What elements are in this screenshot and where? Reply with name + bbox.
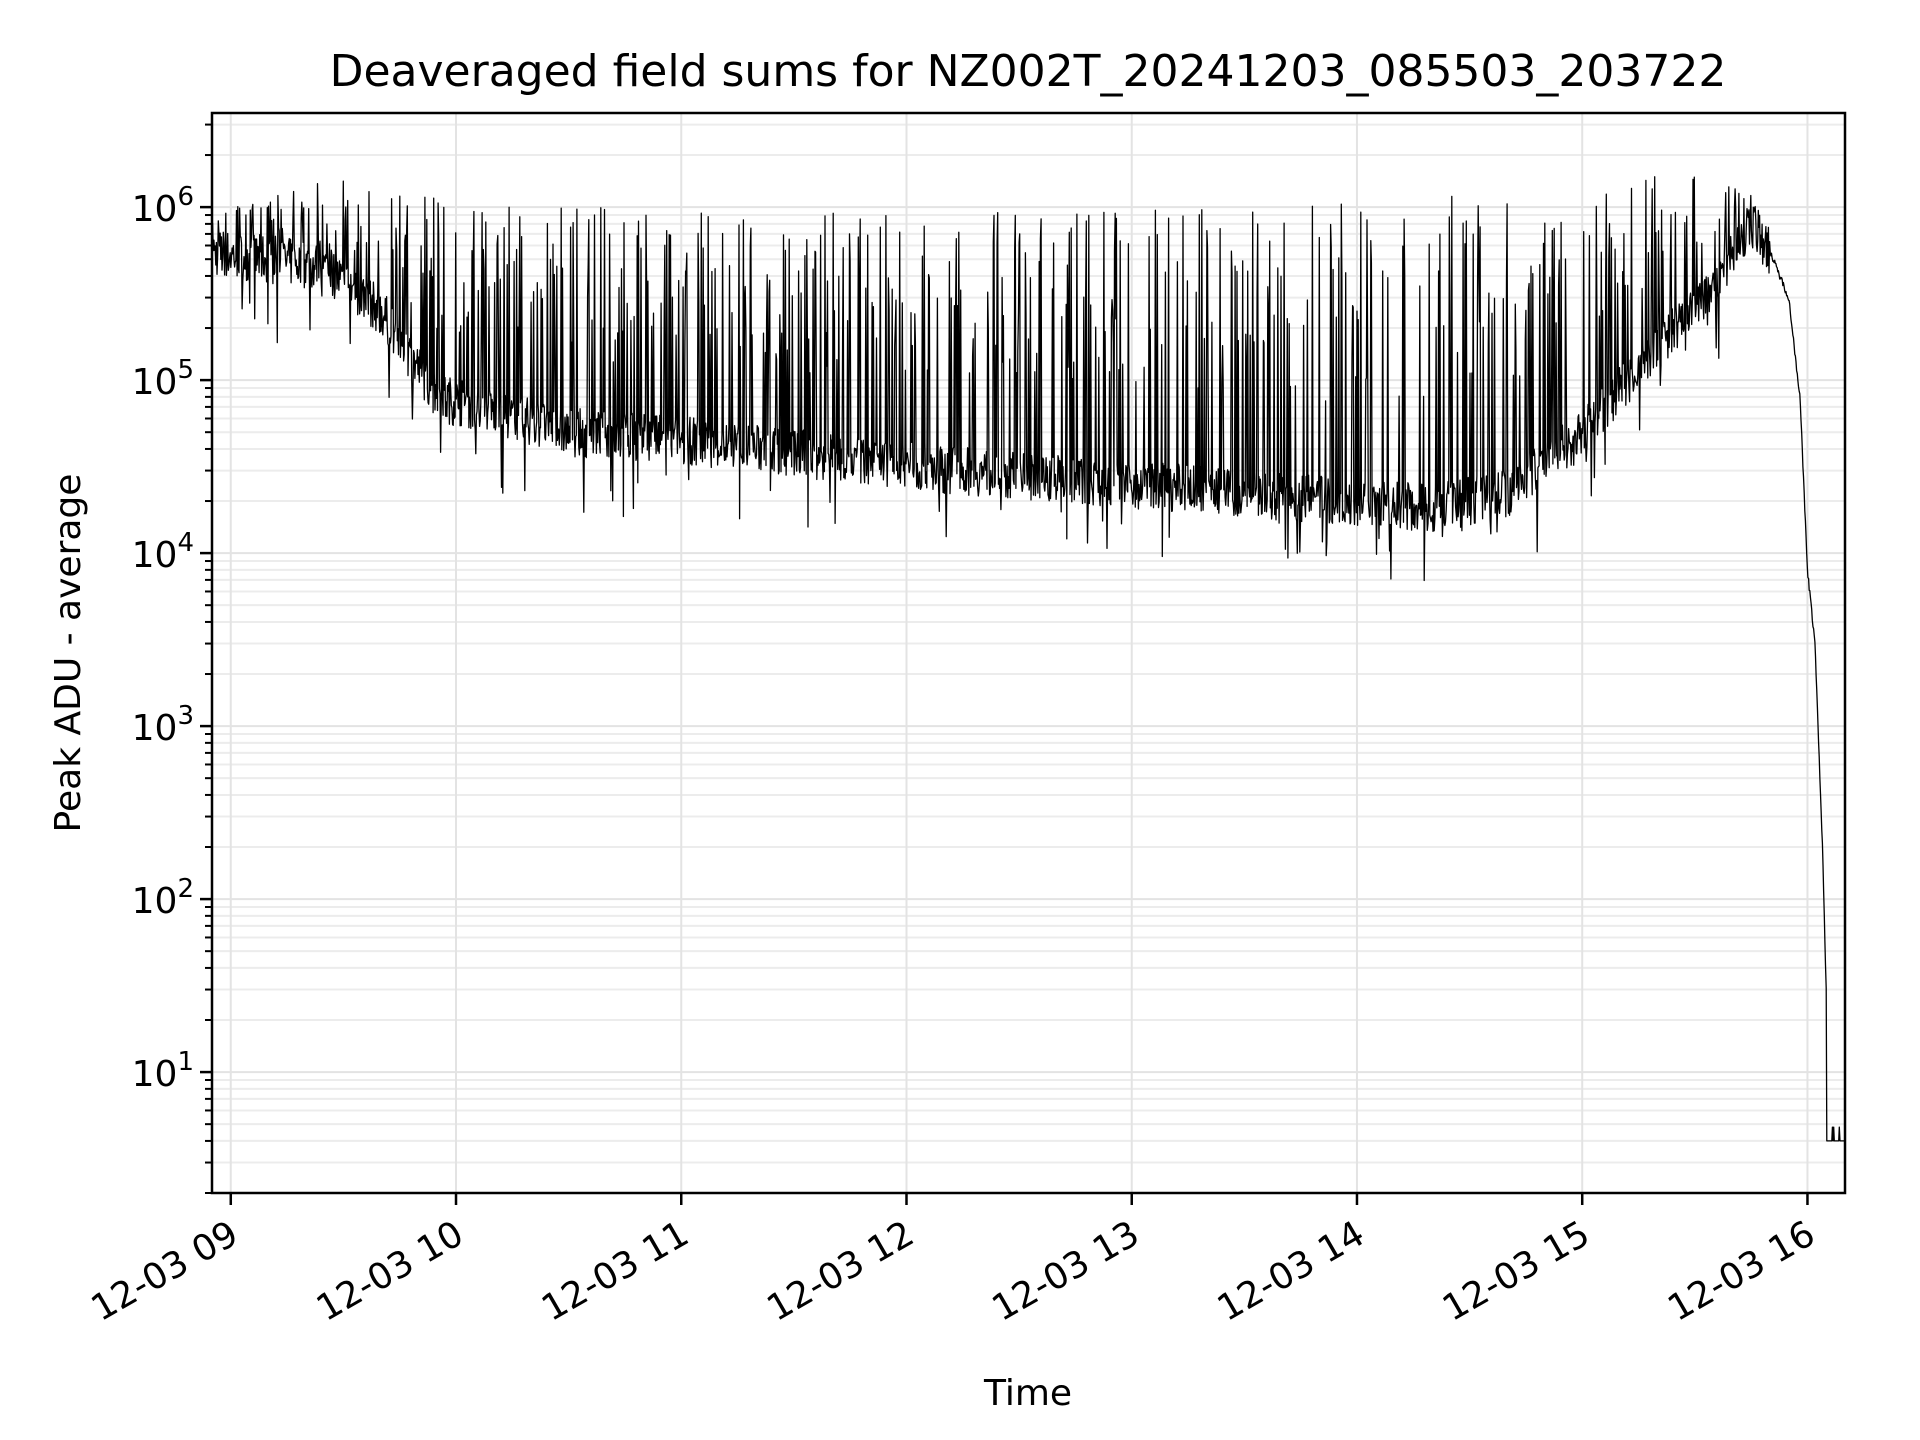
y-tick-label: 102 bbox=[132, 874, 194, 922]
y-tick-label: 103 bbox=[132, 701, 194, 749]
plot-frame bbox=[210, 111, 1847, 1195]
series-layer bbox=[211, 176, 1846, 1142]
y-tick-label: 101 bbox=[132, 1047, 194, 1095]
series-line bbox=[211, 176, 1846, 1142]
chart-title: Deaveraged field sums for NZ002T_2024120… bbox=[330, 46, 1727, 97]
y-tick-label: 105 bbox=[132, 355, 194, 403]
x-axis-label: Time bbox=[983, 1373, 1072, 1414]
y-tick-label: 104 bbox=[132, 528, 194, 576]
y-axis-label: Peak ADU - average bbox=[48, 474, 89, 833]
y-tick-label: 106 bbox=[132, 182, 194, 230]
